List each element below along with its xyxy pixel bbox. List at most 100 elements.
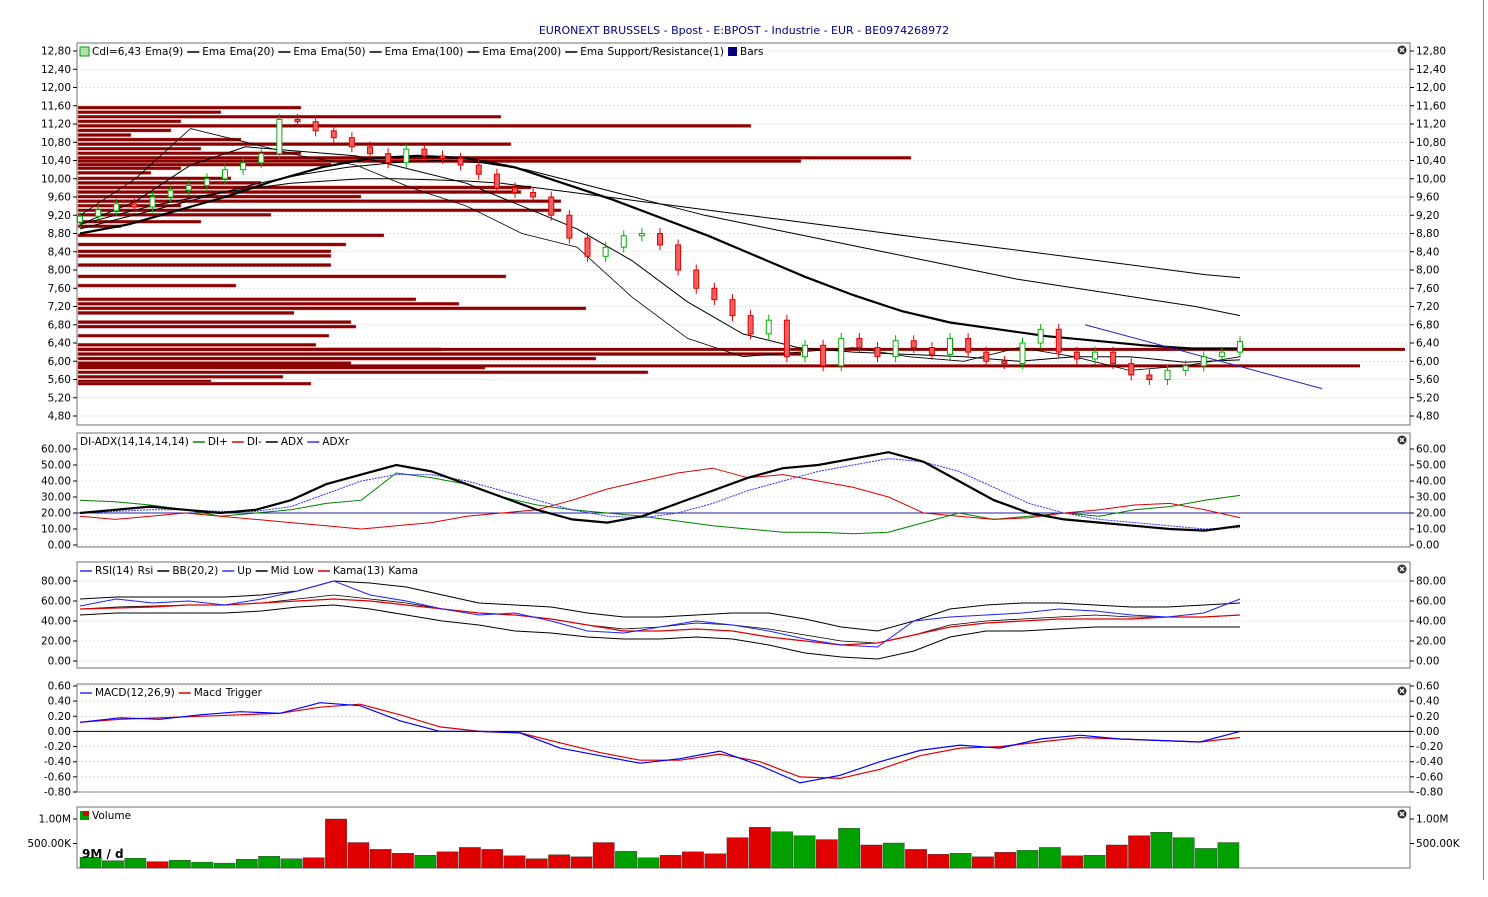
price-volume-bar bbox=[77, 302, 460, 306]
price-tick-label-right: 11,20 bbox=[1416, 119, 1446, 131]
di-panel-frame bbox=[76, 432, 1411, 548]
legend-price-item: Ema bbox=[293, 46, 316, 58]
price-volume-bar bbox=[77, 151, 302, 156]
price-tick-label-left: 4,80 bbox=[48, 411, 71, 423]
volume-bar bbox=[860, 844, 883, 869]
legend-macd-item: MACD(12,26,9) bbox=[95, 687, 175, 699]
price-tick-label-right: 5,20 bbox=[1416, 392, 1439, 404]
price-tick-label-right: 6,80 bbox=[1416, 319, 1439, 331]
macd-tick-label-left: -0.80 bbox=[44, 787, 71, 799]
candle-body bbox=[457, 157, 464, 166]
price-volume-bar bbox=[77, 199, 562, 203]
volume-bar bbox=[1039, 847, 1061, 869]
candle-body bbox=[95, 209, 102, 217]
candle-body bbox=[802, 344, 808, 358]
legend-price-item: Ema bbox=[482, 46, 505, 58]
ema9-line bbox=[79, 128, 1241, 371]
kama-line bbox=[79, 598, 1241, 646]
volume-tick-label-right: 1.00M bbox=[1416, 814, 1448, 826]
price-volume-bar bbox=[77, 171, 152, 175]
candle-body bbox=[421, 148, 428, 157]
price-volume-bar bbox=[77, 213, 272, 217]
candle-body bbox=[783, 319, 790, 358]
macd-tick-label-right: -0.80 bbox=[1416, 787, 1443, 799]
close-icon[interactable] bbox=[1397, 686, 1407, 696]
price-volume-bar bbox=[77, 114, 502, 119]
legend-price-item: Ema(100) bbox=[412, 46, 464, 58]
candle-body bbox=[294, 118, 301, 123]
price-tick-label-right: 9,20 bbox=[1416, 210, 1439, 222]
price-tick-label-right: 12,40 bbox=[1416, 64, 1446, 76]
candle-body bbox=[892, 340, 899, 358]
volume-bar bbox=[592, 842, 615, 869]
candle-body bbox=[965, 337, 972, 353]
price-volume-bar bbox=[77, 233, 385, 238]
rsi-tick-label-right: 60.00 bbox=[1416, 596, 1446, 608]
price-volume-bar bbox=[77, 283, 237, 288]
price-tick-label-left: 7,20 bbox=[48, 301, 71, 313]
price-tick-label-left: 8,40 bbox=[48, 246, 71, 258]
volume-bar bbox=[838, 828, 860, 869]
volume-bar bbox=[503, 855, 526, 869]
price-tick-label-left: 9,60 bbox=[48, 192, 71, 204]
volume-bar bbox=[1061, 855, 1084, 869]
bb-up-line bbox=[79, 580, 1241, 632]
volume-bar bbox=[414, 855, 437, 869]
volume-bar bbox=[325, 818, 347, 869]
close-icon[interactable] bbox=[1397, 45, 1407, 55]
legend-swatch-bars bbox=[728, 47, 738, 56]
legend-rsi-item: Rsi bbox=[138, 565, 154, 577]
price-tick-label-left: 8,00 bbox=[48, 265, 71, 277]
candle-body bbox=[910, 340, 917, 349]
volume-bar bbox=[102, 860, 124, 869]
legend-price-item: Cdl=6,43 bbox=[92, 46, 141, 58]
candle-body bbox=[330, 130, 337, 139]
di-tick-label-left: 20.00 bbox=[41, 508, 71, 520]
price-volume-bar bbox=[77, 190, 522, 194]
volume-bar bbox=[1128, 835, 1150, 869]
price-volume-bar bbox=[77, 297, 417, 302]
macd-tick-label-left: 0.00 bbox=[48, 726, 71, 738]
di-tick-label-left: 60.00 bbox=[41, 444, 71, 456]
macd-tick-label-right: -0.20 bbox=[1416, 741, 1443, 753]
macd-tick-label-right: 0.00 bbox=[1416, 726, 1439, 738]
di-tick-label-left: 40.00 bbox=[41, 476, 71, 488]
legend-di-item: DI-ADX(14,14,14,14) bbox=[80, 436, 189, 448]
price-volume-bar bbox=[77, 333, 330, 338]
price-volume-bar bbox=[77, 370, 649, 375]
adx-line bbox=[79, 451, 1241, 532]
price-tick-label-right: 8,00 bbox=[1416, 265, 1439, 277]
volume-bar bbox=[815, 839, 838, 869]
rsi-panel-frame bbox=[76, 561, 1411, 669]
candle-body bbox=[1164, 369, 1171, 380]
price-volume-bar bbox=[77, 274, 507, 279]
close-icon-cross bbox=[1399, 811, 1405, 817]
volume-bar bbox=[280, 858, 303, 869]
legend-rsi-item: Low bbox=[293, 565, 314, 577]
close-icon[interactable] bbox=[1397, 564, 1407, 574]
price-volume-bar bbox=[77, 324, 357, 329]
price-tick-label-right: 6,40 bbox=[1416, 338, 1439, 350]
di-tick-label-left: 10.00 bbox=[41, 524, 71, 536]
price-volume-bar bbox=[77, 176, 232, 181]
price-volume-bar bbox=[77, 343, 317, 347]
price-volume-bar bbox=[77, 352, 802, 356]
candle-body bbox=[1019, 342, 1026, 365]
volume-bar bbox=[459, 847, 481, 869]
close-icon[interactable] bbox=[1397, 809, 1407, 819]
price-tick-label-right: 4,80 bbox=[1416, 411, 1439, 423]
volume-bar bbox=[1105, 844, 1128, 869]
volume-bar bbox=[905, 849, 927, 869]
price-volume-bar bbox=[77, 166, 182, 171]
price-volume-bar bbox=[77, 208, 562, 213]
price-tick-label-right: 9,60 bbox=[1416, 192, 1439, 204]
candle-body bbox=[348, 137, 355, 148]
close-icon[interactable] bbox=[1397, 435, 1407, 445]
macd-tick-label-right: 0.60 bbox=[1416, 681, 1439, 693]
price-tick-label-right: 7,60 bbox=[1416, 283, 1439, 295]
macd-tick-label-right: 0.40 bbox=[1416, 696, 1439, 708]
volume-period-label: 9M / d bbox=[82, 847, 124, 861]
macd-line bbox=[79, 702, 1241, 784]
price-tick-label-right: 10,80 bbox=[1416, 137, 1446, 149]
